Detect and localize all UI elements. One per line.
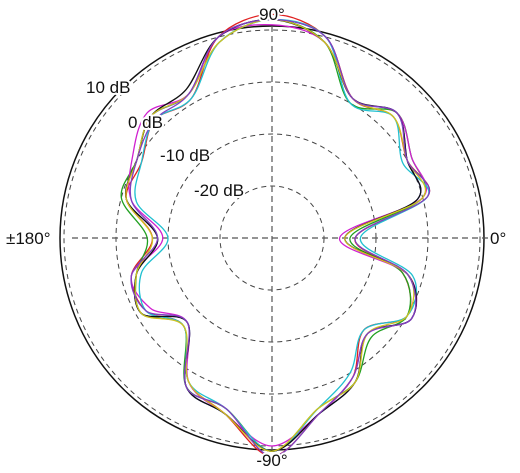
radial-tick-labels: 10 dB 0 dB -10 dB -20 dB [84,76,246,202]
radial-label-minus10db: -10 dB [160,146,210,165]
series-trace-5 [124,18,422,452]
angle-label-0: 0° [490,229,506,248]
angle-label-minus90: -90° [256,451,287,470]
series-trace-3 [128,23,428,447]
series-trace-7 [129,18,431,458]
radial-label-10db: 10 dB [86,78,130,97]
series-trace-6 [125,18,426,452]
series-trace-0 [124,18,422,452]
radial-label-minus20db: -20 dB [194,181,244,200]
radial-label-0db: 0 dB [128,113,163,132]
pattern-series [120,13,431,458]
series-trace-1 [125,13,431,458]
angular-tick-labels: 90° 0° -90° ±180° [4,3,508,472]
series-trace-4 [134,18,430,452]
angle-label-180: ±180° [6,229,51,248]
angle-label-90: 90° [259,5,285,24]
